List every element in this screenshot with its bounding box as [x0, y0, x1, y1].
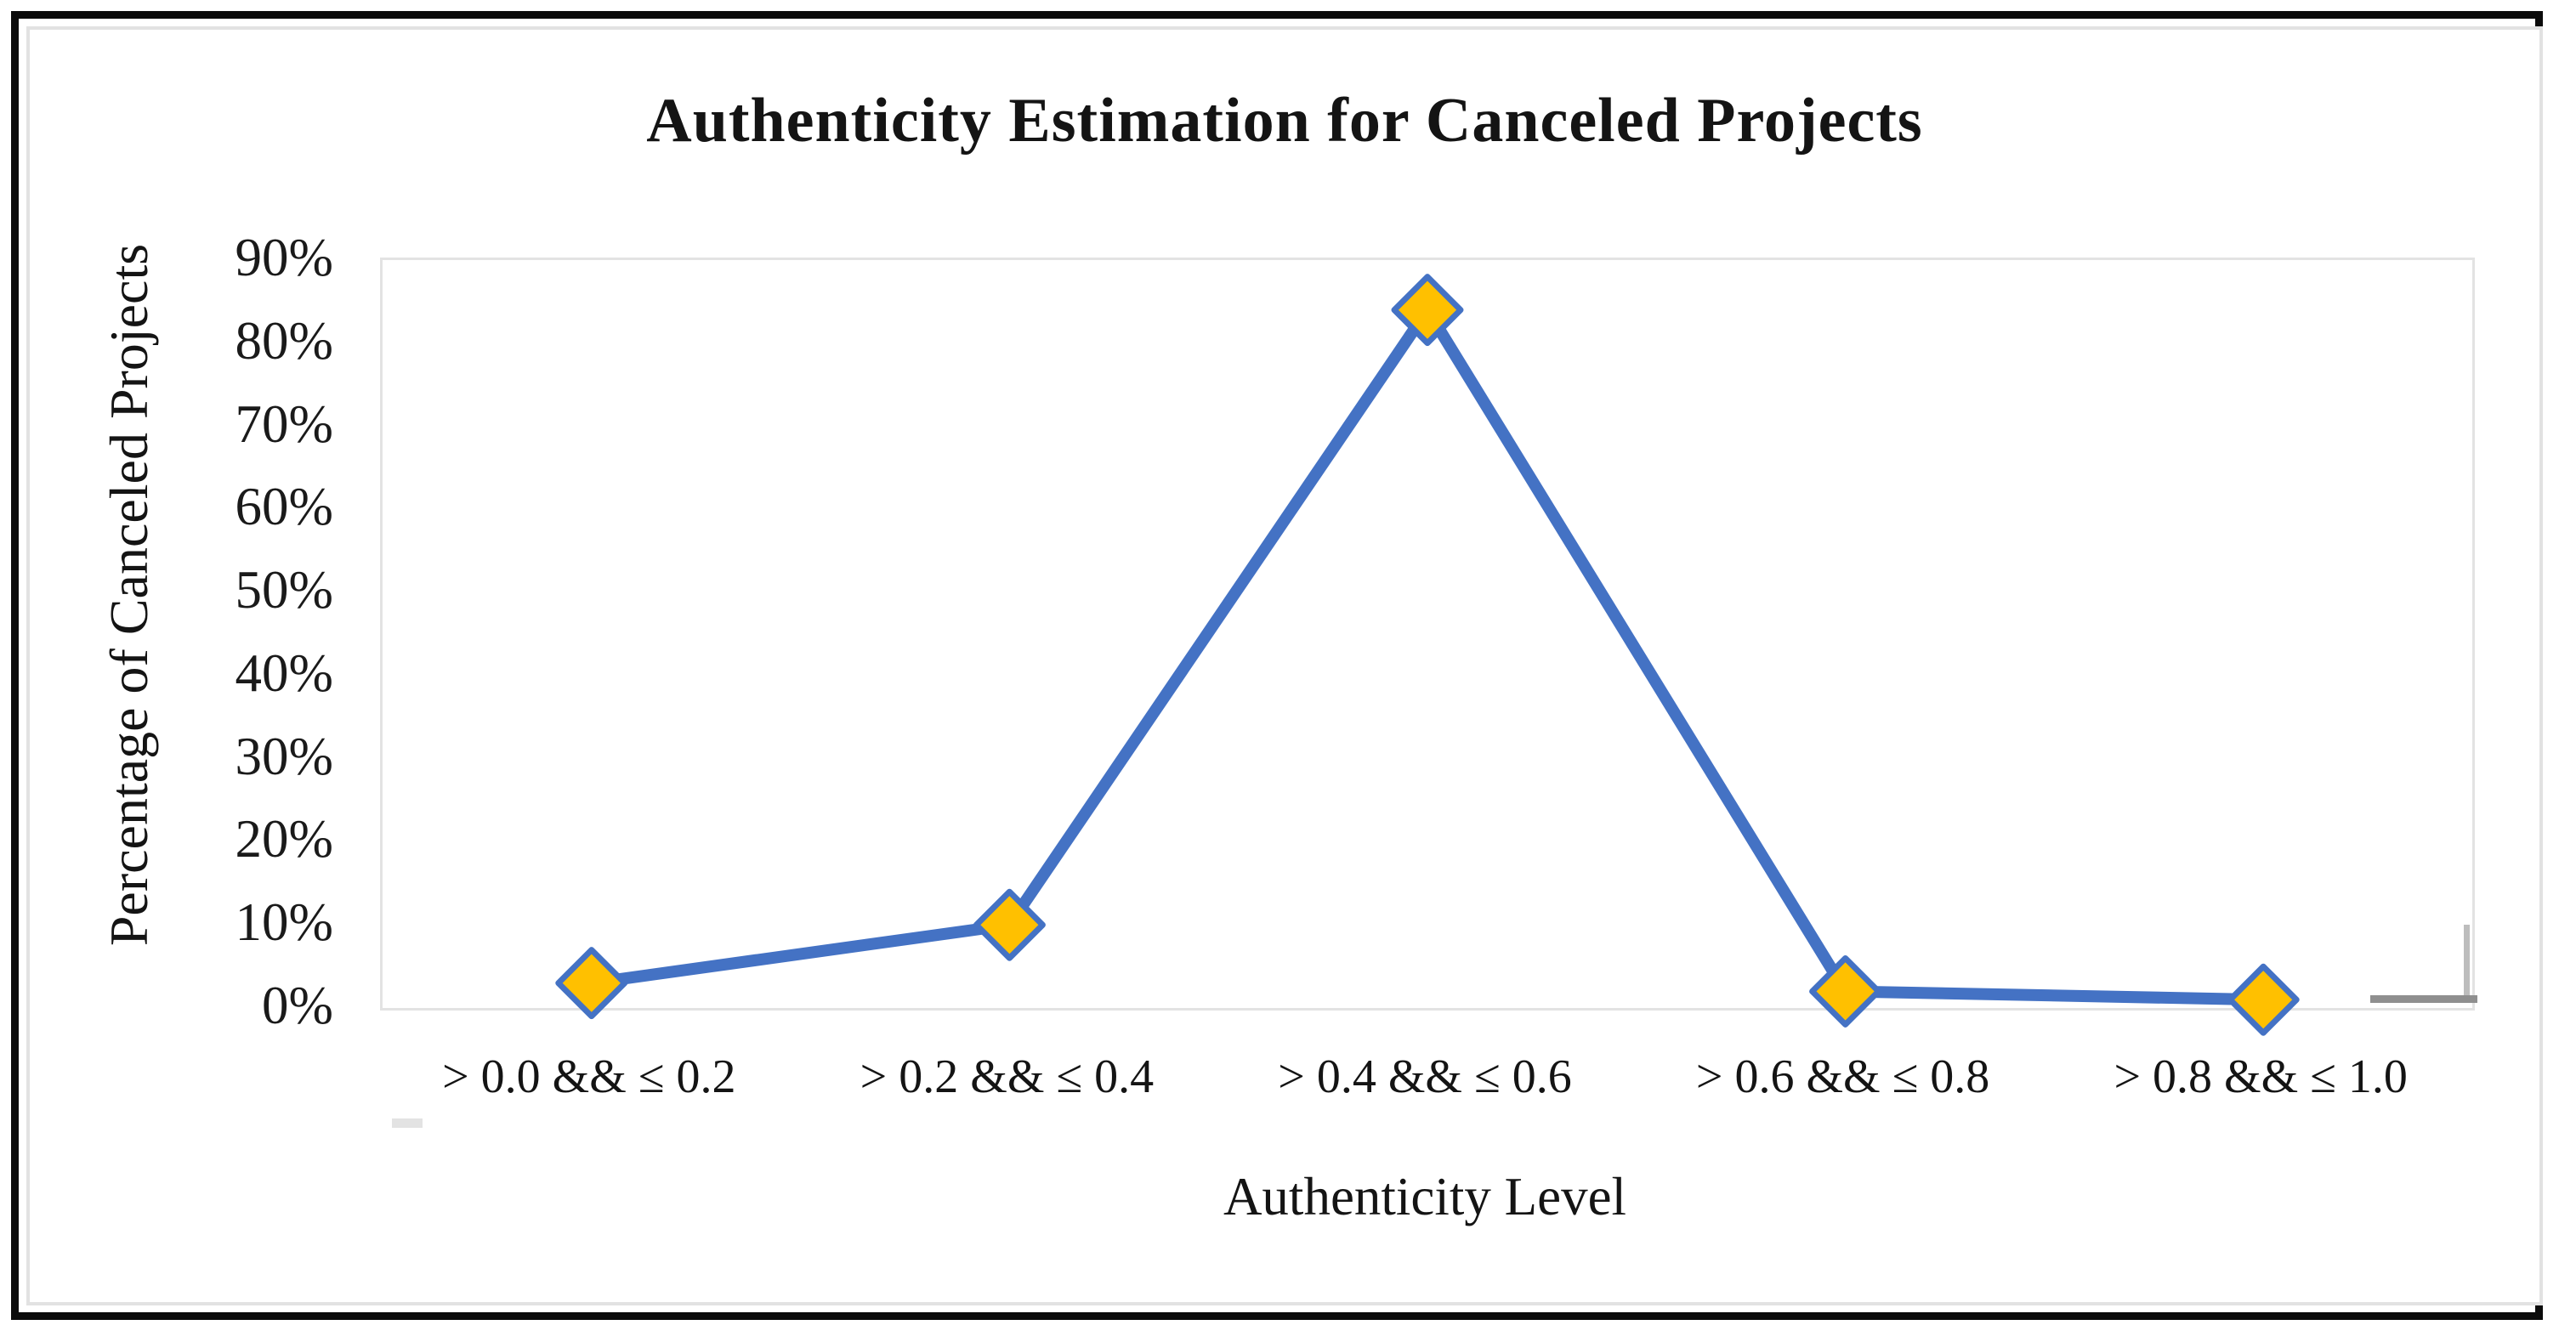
x-tick-label: > 0.6 && ≤ 0.8: [1695, 1050, 1990, 1103]
axis-artifact-dash: [392, 1118, 423, 1128]
data-point-marker: [973, 888, 1046, 961]
x-axis-title: Authenticity Level: [1223, 1167, 1627, 1226]
data-point-marker: [1809, 954, 1882, 1028]
y-tick-label: 30%: [235, 726, 333, 786]
series-line: [585, 303, 2270, 1006]
x-tick-label: > 0.2 && ≤ 0.4: [860, 1050, 1155, 1103]
y-tick-label: 60%: [235, 477, 333, 537]
x-tick-label: > 0.8 && ≤ 1.0: [2114, 1050, 2408, 1103]
y-tick-label: 80%: [235, 310, 333, 371]
plot-border-artifact-vertical: [2464, 925, 2470, 999]
data-point-marker: [555, 947, 628, 1020]
line-chart-svg: [555, 274, 2300, 1036]
x-tick-label: > 0.0 && ≤ 0.2: [442, 1050, 736, 1103]
y-tick-label: 50%: [235, 560, 333, 620]
plot-area: [380, 258, 2475, 1036]
y-tick-label: 0%: [262, 976, 333, 1035]
plot-border-artifact-horizontal: [2370, 995, 2477, 1003]
y-tick-label: 40%: [235, 643, 333, 703]
x-tick-label: > 0.4 && ≤ 0.6: [1278, 1050, 1572, 1103]
y-tick-label: 10%: [235, 892, 333, 953]
data-point-marker: [2227, 963, 2300, 1036]
y-tick-label: 70%: [235, 394, 333, 454]
y-tick-label: 90%: [235, 228, 333, 287]
data-point-marker: [1391, 274, 1464, 347]
chart-title: Authenticity Estimation for Canceled Pro…: [646, 86, 1923, 156]
y-tick-label: 20%: [235, 809, 333, 869]
